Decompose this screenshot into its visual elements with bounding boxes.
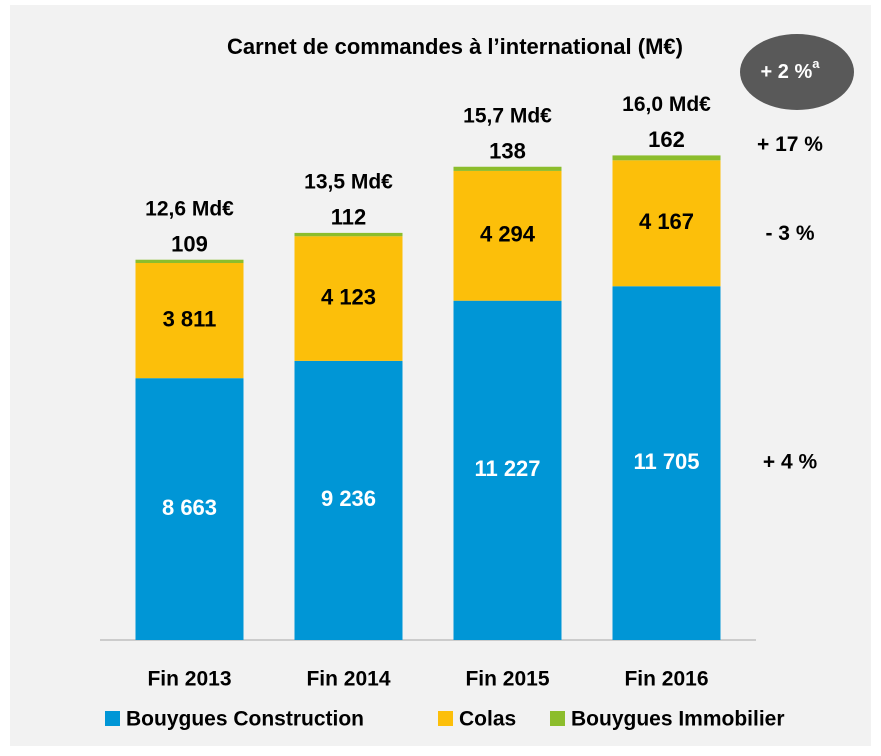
x-tick-label: Fin 2015 (465, 668, 549, 691)
chart-title: Carnet de commandes à l’international (M… (227, 34, 683, 59)
x-tick-label: Fin 2016 (624, 668, 708, 691)
change-label: + 4 % (763, 451, 818, 474)
legend-swatch (438, 711, 453, 726)
bar-segment (612, 160, 721, 287)
badge-superscript: a (812, 56, 820, 71)
value-label: 11 705 (633, 449, 699, 474)
value-label: 3 811 (163, 306, 217, 331)
legend-label: Colas (459, 708, 516, 731)
value-label: 11 227 (474, 456, 540, 481)
value-label: 9 236 (321, 486, 376, 511)
bar-segment (135, 259, 244, 264)
value-label: 162 (648, 127, 685, 152)
total-label: 15,7 Md€ (463, 104, 552, 127)
value-label: 8 663 (162, 495, 217, 520)
bar-segment (294, 360, 403, 640)
badge (740, 34, 854, 110)
value-label: 4 123 (321, 284, 376, 309)
legend-swatch (105, 711, 120, 726)
bar-segment (453, 300, 562, 640)
value-label: 109 (171, 232, 208, 257)
value-label: 4 294 (480, 222, 536, 247)
change-label: + 17 % (757, 133, 823, 156)
value-label: 112 (331, 205, 367, 230)
bar-segment (453, 170, 562, 301)
bar-segment (453, 166, 562, 171)
x-tick-label: Fin 2013 (147, 668, 231, 691)
legend-swatch (550, 711, 565, 726)
value-label: 4 167 (639, 209, 694, 234)
badge-value: + 2 % (761, 61, 813, 83)
bar-segment (612, 155, 721, 161)
bar-segment (294, 236, 403, 361)
value-label: 138 (489, 139, 526, 164)
legend-label: Bouygues Construction (126, 708, 364, 731)
bar-segment (612, 286, 721, 640)
bar-segment (135, 378, 244, 640)
total-label: 16,0 Md€ (622, 93, 711, 116)
total-label: 13,5 Md€ (304, 170, 393, 193)
bar-segment (294, 232, 403, 237)
bar-segment (135, 263, 244, 379)
legend-label: Bouygues Immobilier (571, 708, 785, 731)
change-label: - 3 % (765, 222, 814, 245)
total-label: 12,6 Md€ (145, 197, 234, 220)
x-tick-label: Fin 2014 (306, 668, 390, 691)
badge-text: + 2 %a (761, 56, 821, 83)
